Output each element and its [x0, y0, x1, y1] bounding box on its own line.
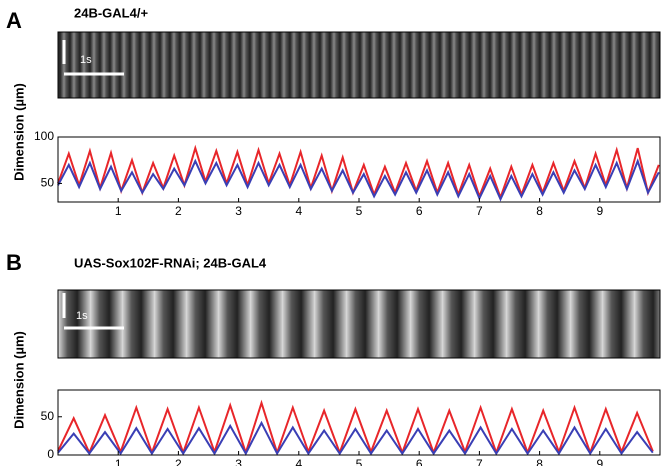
series-line	[57, 158, 660, 202]
x-tick-label: 6	[416, 204, 423, 218]
x-tick-label: 8	[536, 204, 543, 218]
panel-title: 24B-GAL4/+	[74, 5, 148, 20]
x-tick-label: 4	[295, 457, 302, 466]
series-line	[57, 420, 654, 456]
x-tick-label: 4	[295, 204, 302, 218]
series-line	[57, 144, 660, 201]
x-tick-label: 6	[416, 457, 423, 466]
x-tick-label: 1	[115, 204, 122, 218]
y-tick-label: 50	[41, 409, 55, 423]
x-tick-label: 5	[356, 204, 363, 218]
series-line	[57, 399, 654, 456]
x-tick-label: 2	[175, 204, 182, 218]
y-tick-label: 0	[47, 447, 54, 461]
panel-title: UAS-Sox102F-RNAi; 24B-GAL4	[74, 255, 267, 270]
kymograph	[57, 289, 661, 359]
y-axis-label: Dimension (µm)	[11, 83, 26, 181]
x-tick-label: 3	[235, 457, 242, 466]
y-tick-label: 100	[34, 129, 54, 143]
scale-bar-label: 1s	[80, 54, 92, 66]
y-axis-label: Dimension (µm)	[11, 331, 26, 429]
x-tick-label: 9	[596, 204, 603, 218]
x-tick-label: 8	[536, 457, 543, 466]
plot-frame	[57, 136, 661, 203]
x-tick-label: 9	[596, 457, 603, 466]
y-tick-label: 50	[41, 176, 55, 190]
x-tick-label: 5	[356, 457, 363, 466]
x-tick-label: 7	[476, 204, 483, 218]
panel-label: A	[6, 8, 22, 33]
x-tick-label: 2	[175, 457, 182, 466]
x-tick-label: 1	[115, 457, 122, 466]
x-tick-label: 7	[476, 457, 483, 466]
scale-bar-label: 1s	[76, 310, 88, 322]
kymograph	[57, 31, 661, 99]
x-tick-label: 3	[235, 204, 242, 218]
panel-label: B	[6, 250, 22, 275]
